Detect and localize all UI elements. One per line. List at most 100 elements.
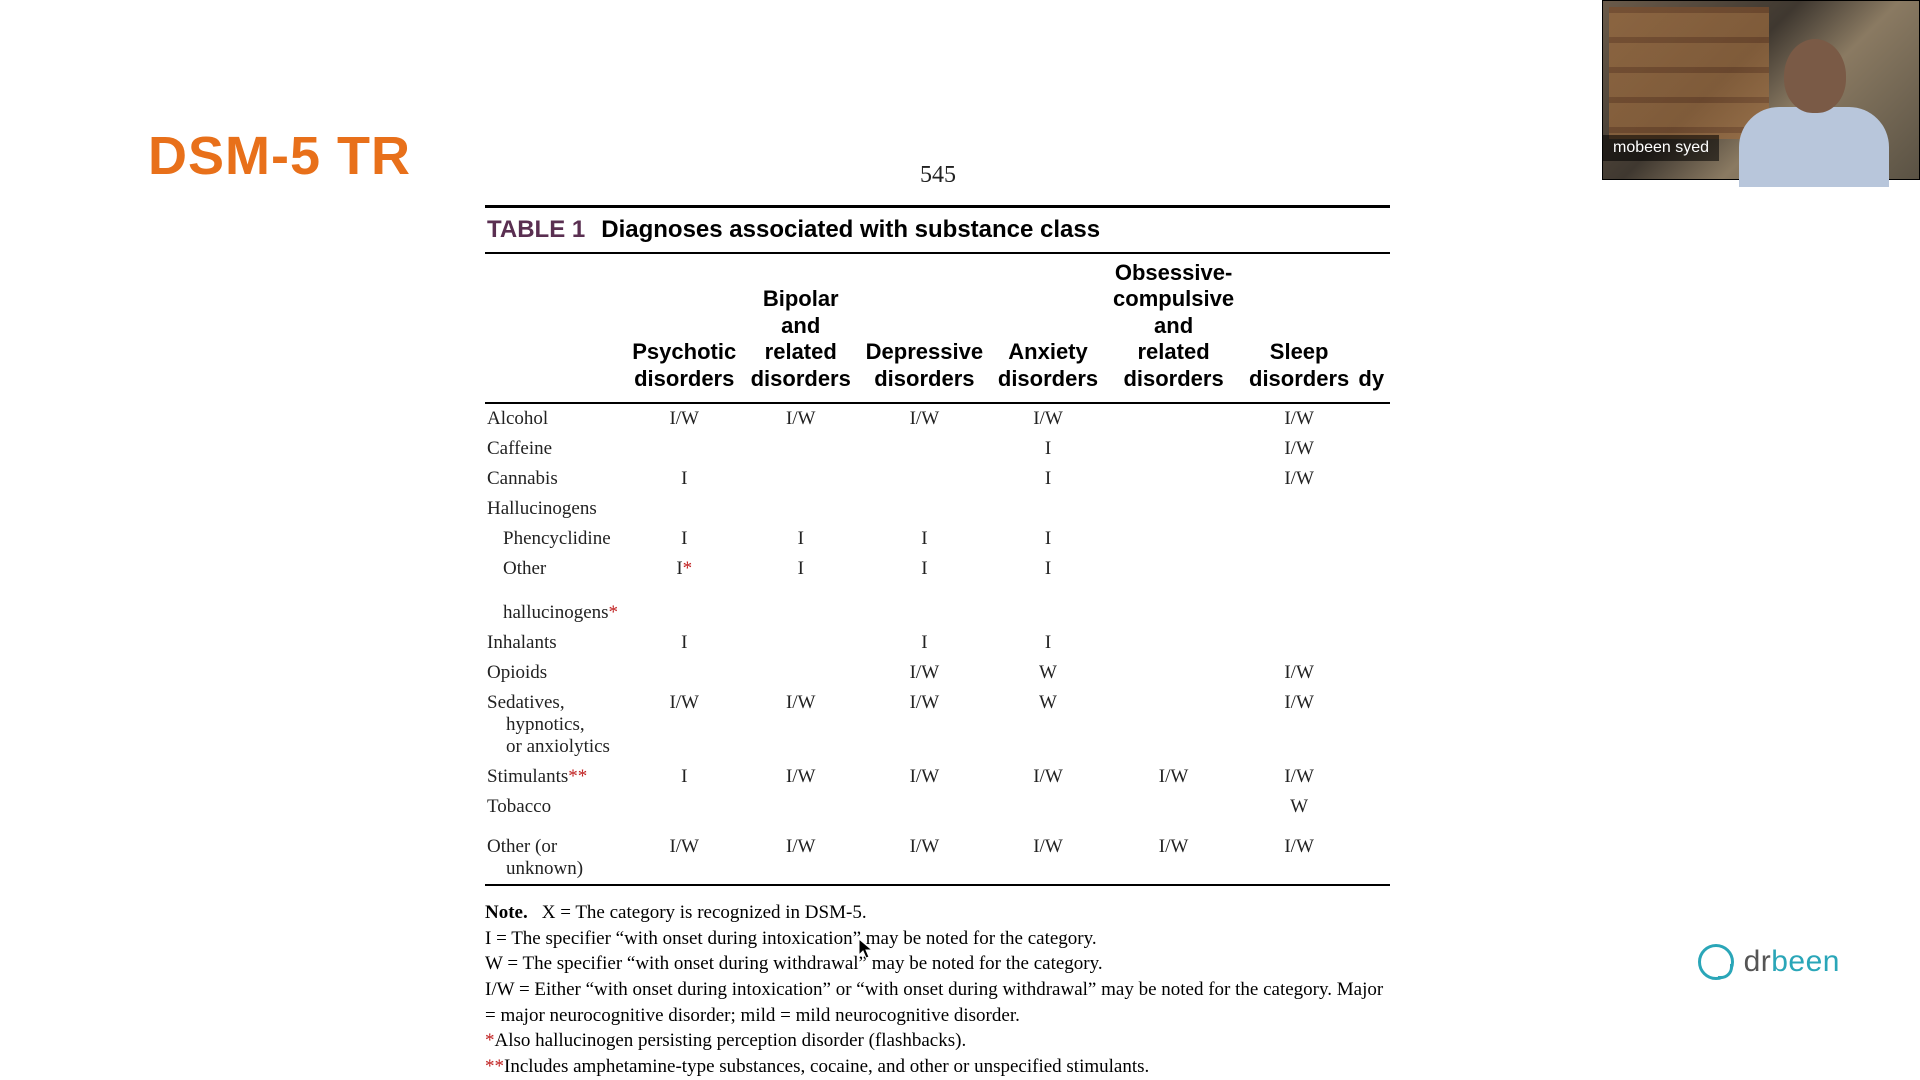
note-star2: **Includes amphetamine-type substances, … bbox=[485, 1054, 1390, 1080]
table-cell: I bbox=[991, 464, 1106, 494]
table-cell: I bbox=[625, 762, 743, 792]
table-cell: I/W bbox=[1105, 822, 1242, 884]
table-cell: I/W bbox=[858, 762, 991, 792]
table-cell: I bbox=[858, 628, 991, 658]
slide-title: DSM-5 TR bbox=[148, 125, 411, 187]
table-cell: I/W bbox=[1242, 434, 1357, 464]
row-label: Tobacco bbox=[485, 792, 625, 822]
table-cell bbox=[1356, 403, 1390, 434]
table-cell bbox=[1105, 658, 1242, 688]
table-cell bbox=[743, 494, 858, 524]
table-cell: I/W bbox=[858, 403, 991, 434]
table-cell: I/W bbox=[1242, 822, 1357, 884]
table-cell: I/W bbox=[625, 822, 743, 884]
page-number: 545 bbox=[920, 162, 956, 189]
table-cell: I bbox=[743, 554, 858, 628]
table-cell bbox=[1242, 524, 1357, 554]
table-cell: W bbox=[991, 688, 1106, 762]
table-cell: I bbox=[858, 554, 991, 628]
table-cell: I bbox=[743, 524, 858, 554]
column-header: Depressivedisorders bbox=[858, 254, 991, 403]
drbeen-logo: drbeen bbox=[1698, 944, 1840, 980]
table-row: InhalantsIII bbox=[485, 628, 1390, 658]
table-cell bbox=[1105, 403, 1242, 434]
table-cell bbox=[625, 494, 743, 524]
table-cell: I/W bbox=[1242, 762, 1357, 792]
logo-suffix: been bbox=[1771, 945, 1840, 978]
row-label: Inhalants bbox=[485, 628, 625, 658]
presenter-name: mobeen syed bbox=[1603, 135, 1719, 161]
table-cell bbox=[1356, 434, 1390, 464]
table-cell: I/W bbox=[858, 822, 991, 884]
column-header: Anxietydisorders bbox=[991, 254, 1106, 403]
note-line: W = The specifier “with onset during wit… bbox=[485, 951, 1390, 977]
row-label: Caffeine bbox=[485, 434, 625, 464]
table-cell bbox=[1105, 688, 1242, 762]
table-cell: W bbox=[1242, 792, 1357, 822]
table-row: Sedatives, hypnotics, or anxiolyticsI/WI… bbox=[485, 688, 1390, 762]
row-label: Opioids bbox=[485, 658, 625, 688]
table-cell bbox=[858, 792, 991, 822]
table-row: Hallucinogens bbox=[485, 494, 1390, 524]
table-row: AlcoholI/WI/WI/WI/WI/W bbox=[485, 403, 1390, 434]
table-cell bbox=[858, 464, 991, 494]
table-cell bbox=[991, 494, 1106, 524]
column-header-substance bbox=[485, 254, 625, 403]
row-label: Other hallucinogens* bbox=[485, 554, 625, 628]
table-cell: I/W bbox=[1105, 762, 1242, 792]
table-row: OpioidsI/WWI/W bbox=[485, 658, 1390, 688]
table-cell bbox=[1105, 434, 1242, 464]
table-row: Stimulants**II/WI/WI/WI/WI/W bbox=[485, 762, 1390, 792]
table-row: CannabisIII/W bbox=[485, 464, 1390, 494]
table-notes: Note.X = The category is recognized in D… bbox=[485, 900, 1390, 1079]
table-cell: I/W bbox=[991, 403, 1106, 434]
row-label: Sedatives, hypnotics, or anxiolytics bbox=[485, 688, 625, 762]
note-star1: *Also hallucinogen persisting perception… bbox=[485, 1028, 1390, 1054]
table-cell: I/W bbox=[1242, 464, 1357, 494]
table-cell bbox=[743, 792, 858, 822]
row-label: Phencyclidine bbox=[485, 524, 625, 554]
logo-prefix: dr bbox=[1744, 945, 1772, 978]
table-cell bbox=[1105, 464, 1242, 494]
webcam-thumbnail: mobeen syed bbox=[1602, 0, 1920, 180]
table-cell: I/W bbox=[991, 762, 1106, 792]
table-cell bbox=[1105, 494, 1242, 524]
table-cell bbox=[1356, 792, 1390, 822]
table-cell bbox=[1356, 762, 1390, 792]
row-label: Alcohol bbox=[485, 403, 625, 434]
table-cell bbox=[743, 434, 858, 464]
table-cell: I/W bbox=[743, 688, 858, 762]
table-label: TABLE 1 bbox=[487, 216, 585, 243]
note-line: X = The category is recognized in DSM-5. bbox=[542, 902, 867, 923]
table-cell: I/W bbox=[1242, 688, 1357, 762]
table-cell bbox=[1242, 494, 1357, 524]
logo-icon bbox=[1698, 944, 1734, 980]
table-cell: I/W bbox=[858, 658, 991, 688]
column-header: Sleepdisorders bbox=[1242, 254, 1357, 403]
row-label: Other (or unknown) bbox=[485, 822, 625, 884]
table-cell bbox=[1356, 554, 1390, 628]
table-cell bbox=[743, 658, 858, 688]
table-cell bbox=[1356, 494, 1390, 524]
column-header: Psychoticdisorders bbox=[625, 254, 743, 403]
table-cell bbox=[625, 434, 743, 464]
note-line: I/W = Either “with onset during intoxica… bbox=[485, 977, 1390, 1028]
table-cell: I bbox=[991, 524, 1106, 554]
table-row: Tobacco W bbox=[485, 792, 1390, 822]
table-cell bbox=[1356, 628, 1390, 658]
table-row: Other (or unknown)I/WI/WI/WI/WI/WI/W bbox=[485, 822, 1390, 884]
column-header: dy bbox=[1356, 254, 1390, 403]
table-cell: I bbox=[625, 628, 743, 658]
column-header: Obsessive-compulsiveandrelateddisorders bbox=[1105, 254, 1242, 403]
table-caption: TABLE 1Diagnoses associated with substan… bbox=[485, 208, 1390, 254]
diagnosis-table: TABLE 1Diagnoses associated with substan… bbox=[485, 205, 1390, 1079]
table-cell: I* bbox=[625, 554, 743, 628]
table-cell bbox=[1356, 524, 1390, 554]
table-cell: I/W bbox=[743, 403, 858, 434]
table-cell: I/W bbox=[625, 688, 743, 762]
table-cell: I bbox=[991, 434, 1106, 464]
table-cell bbox=[625, 792, 743, 822]
table-cell bbox=[858, 434, 991, 464]
table-cell bbox=[1242, 554, 1357, 628]
table-cell: I/W bbox=[625, 403, 743, 434]
